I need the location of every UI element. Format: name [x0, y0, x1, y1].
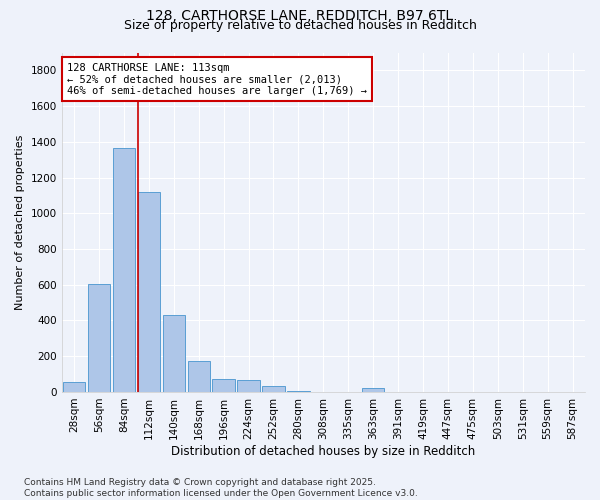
Text: Contains HM Land Registry data © Crown copyright and database right 2025.
Contai: Contains HM Land Registry data © Crown c…: [24, 478, 418, 498]
Bar: [88, 284, 110, 392]
Text: Size of property relative to detached houses in Redditch: Size of property relative to detached ho…: [124, 19, 476, 32]
Bar: [188, 360, 210, 392]
Text: 128, CARTHORSE LANE, REDDITCH, B97 6TL: 128, CARTHORSE LANE, REDDITCH, B97 6TL: [146, 9, 454, 23]
Y-axis label: Number of detached properties: Number of detached properties: [15, 134, 25, 310]
Bar: [113, 148, 135, 392]
Bar: [287, 391, 310, 392]
Bar: [63, 382, 85, 392]
Bar: [262, 386, 285, 392]
Bar: [362, 388, 385, 392]
Bar: [238, 380, 260, 392]
X-axis label: Distribution of detached houses by size in Redditch: Distribution of detached houses by size …: [171, 444, 475, 458]
Text: 128 CARTHORSE LANE: 113sqm
← 52% of detached houses are smaller (2,013)
46% of s: 128 CARTHORSE LANE: 113sqm ← 52% of deta…: [67, 62, 367, 96]
Bar: [163, 315, 185, 392]
Bar: [137, 192, 160, 392]
Bar: [212, 380, 235, 392]
